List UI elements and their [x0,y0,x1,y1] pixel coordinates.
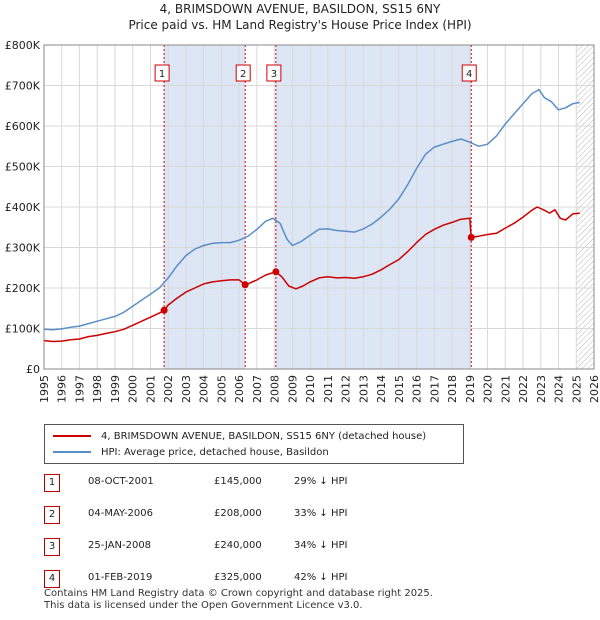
transaction-date: 04-MAY-2006 [88,508,154,519]
marker-label: 4 [466,69,472,80]
x-tick-label: 1996 [56,375,69,403]
y-tick-label: £0 [26,363,40,376]
marker-label: 2 [240,69,246,80]
footer-line-copyright: Contains HM Land Registry data © Crown c… [44,588,433,599]
table-row: 4 01-FEB-2019 £325,000 42% ↓ HPI [44,570,464,590]
y-tick-label: £100K [5,323,41,336]
x-tick-label: 2003 [180,375,193,403]
transaction-date: 25-JAN-2008 [88,540,152,551]
y-tick-label: £400K [5,201,41,214]
sale-point [160,306,168,314]
legend-swatch-property [53,435,91,437]
x-tick-label: 2026 [588,375,600,403]
marker-label: 3 [271,69,277,80]
transaction-price: £208,000 [214,508,262,519]
chart-legend: 4, BRIMSDOWN AVENUE, BASILDON, SS15 6NY … [44,424,464,464]
marker-label: 1 [159,69,165,80]
x-tick-label: 2010 [304,375,317,403]
legend-label-hpi: HPI: Average price, detached house, Basi… [101,446,329,458]
x-tick-label: 2006 [233,375,246,403]
y-tick-label: £800K [5,39,41,52]
table-row: 2 04-MAY-2006 £208,000 33% ↓ HPI [44,506,464,526]
y-tick-label: £300K [5,242,41,255]
transaction-hpi-diff: 29% ↓ HPI [294,476,348,487]
x-tick-label: 2005 [215,375,228,403]
sale-point [467,233,475,241]
transaction-number-badge: 2 [44,506,60,524]
transaction-date: 01-FEB-2019 [88,572,153,583]
transaction-number-badge: 4 [44,570,60,588]
x-tick-label: 2020 [482,375,495,403]
footer-attribution: Contains HM Land Registry data © Crown c… [44,588,433,612]
legend-item-hpi: HPI: Average price, detached house, Basi… [53,444,329,460]
footer-line-licence: This data is licensed under the Open Gov… [44,600,363,611]
chart-subtitle: Price paid vs. HM Land Registry's House … [128,18,472,32]
x-tick-label: 2015 [393,375,406,403]
y-tick-label: £200K [5,282,41,295]
x-tick-label: 2013 [357,375,370,403]
marker-label-box [266,64,282,82]
x-tick-label: 2007 [251,375,264,403]
x-tick-label: 2012 [340,375,353,403]
transaction-hpi-diff: 34% ↓ HPI [294,540,348,551]
x-tick-label: 1995 [38,375,51,403]
legend-label-property: 4, BRIMSDOWN AVENUE, BASILDON, SS15 6NY … [101,430,427,442]
table-row: 1 08-OCT-2001 £145,000 29% ↓ HPI [44,474,464,494]
transaction-hpi-diff: 42% ↓ HPI [294,572,348,583]
x-tick-label: 2016 [411,375,424,403]
marker-label-box [154,64,170,82]
x-tick-label: 2022 [517,375,530,403]
x-tick-label: 2019 [464,375,477,403]
legend-item-property: 4, BRIMSDOWN AVENUE, BASILDON, SS15 6NY … [53,428,426,444]
x-tick-label: 1999 [109,375,122,403]
x-tick-label: 2011 [322,375,335,403]
x-tick-label: 2025 [570,375,583,403]
transaction-price: £325,000 [214,572,262,583]
transaction-price: £240,000 [214,540,262,551]
x-tick-label: 2018 [446,375,459,403]
x-tick-label: 2000 [127,375,140,403]
x-tick-label: 2001 [144,375,157,403]
x-tick-label: 2009 [286,375,299,403]
x-tick-label: 1998 [91,375,104,403]
transaction-number-badge: 1 [44,474,60,492]
x-tick-label: 2004 [198,375,211,403]
legend-swatch-hpi [53,451,91,453]
transaction-price: £145,000 [214,476,262,487]
x-tick-label: 2021 [499,375,512,403]
transaction-hpi-diff: 33% ↓ HPI [294,508,348,519]
price-chart: 1 2 3 4 £0 £100K £200K £300K £400K £500K £600K £70… [5,39,600,403]
table-row: 3 25-JAN-2008 £240,000 34% ↓ HPI [44,538,464,558]
sale-point [272,268,280,276]
y-tick-label: £600K [5,120,41,133]
marker-label-box [461,64,477,82]
transaction-date: 08-OCT-2001 [88,476,154,487]
marker-label-box [235,64,251,82]
hpi-line [43,88,580,331]
transaction-number-badge: 3 [44,538,60,556]
x-tick-label: 2024 [553,375,566,403]
y-tick-label: £700K [5,80,41,93]
x-tick-label: 2008 [269,375,282,403]
chart-title: 4, BRIMSDOWN AVENUE, BASILDON, SS15 6NY [159,2,441,16]
x-tick-label: 2017 [428,375,441,403]
x-tick-label: 2023 [535,375,548,403]
property-price-line [43,206,580,343]
sale-point [241,281,249,289]
x-tick-label: 2002 [162,375,175,403]
x-tick-label: 1997 [73,375,86,403]
plot-border [43,44,595,370]
x-tick-label: 2014 [375,375,388,403]
y-tick-label: £500K [5,161,41,174]
